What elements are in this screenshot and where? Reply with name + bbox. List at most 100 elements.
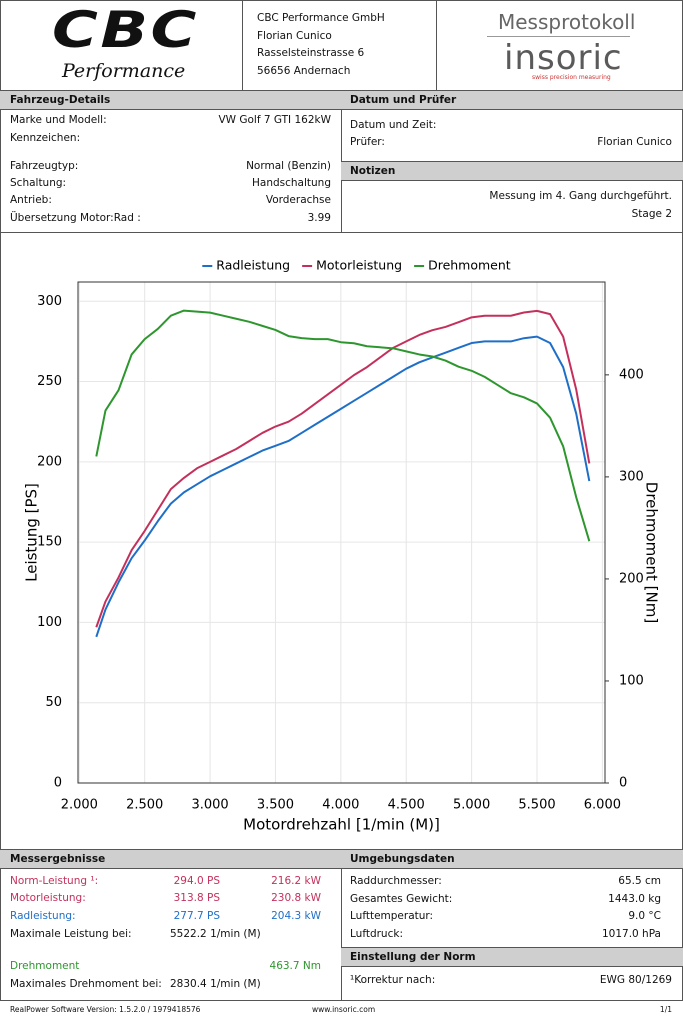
result-label: Drehmoment (10, 960, 80, 972)
field-value: 1017.0 hPa (601, 928, 661, 941)
y2-tick-label: 200 (619, 571, 644, 586)
field-label: Übersetzung Motor:Rad : (10, 212, 141, 224)
field-value: VW Golf 7 GTI 162kW (218, 114, 331, 126)
section-bar (0, 849, 341, 869)
result-value: 230.8 kW (271, 892, 321, 904)
field-value: 1443.0 kg (608, 892, 661, 905)
section-bar (341, 90, 683, 110)
y2-axis-title: Drehmoment [Nm] (643, 482, 661, 623)
x-tick-label: 5.000 (453, 798, 490, 813)
result-value: 204.3 kW (271, 910, 321, 922)
rule (0, 0, 683, 1)
field-value: Florian Cunico (597, 136, 672, 148)
field-value: Handschaltung (252, 177, 331, 189)
y-tick-label: 0 (54, 776, 62, 791)
series-line (95, 335, 591, 638)
field-label: Kennzeichen: (10, 132, 81, 144)
brand: insoric (504, 38, 623, 78)
x-tick-label: 3.500 (257, 798, 294, 813)
y2-tick-label: 400 (619, 367, 644, 382)
field-label: Schaltung: (10, 177, 67, 189)
section-bar (341, 161, 683, 181)
field-label: Prüfer: (350, 136, 385, 148)
result-value: 2830.4 1/min (M) (170, 978, 261, 990)
series-line (95, 309, 591, 542)
field-value: Normal (Benzin) (246, 160, 331, 172)
y-tick-label: 150 (37, 535, 62, 550)
x-tick-label: 3.000 (191, 798, 228, 813)
y-tick-label: 100 (37, 615, 62, 630)
legend-label: Drehmoment (428, 258, 511, 273)
rule (0, 0, 1, 1000)
result-value: 294.0 PS (173, 875, 220, 887)
rule (436, 0, 437, 90)
address-line: Florian Cunico (257, 29, 332, 42)
result-value: 216.2 kW (271, 875, 321, 887)
plot-frame (77, 281, 606, 784)
field-value: EWG 80/1269 (599, 974, 672, 986)
field-label: Gesamtes Gewicht: (350, 892, 453, 905)
logo-sub: Performance (62, 60, 186, 82)
x-axis-title: Motordrehzahl [1/min (M)] (243, 816, 440, 834)
section-title: Einstellung der Norm (350, 951, 476, 963)
field-value: Vorderachse (265, 194, 331, 206)
section-title: Messergebnisse (10, 853, 106, 865)
field-value: 65.5 cm (618, 875, 661, 887)
field-value: 9.0 °C (628, 910, 661, 923)
field-label: ¹Korrektur nach: (350, 974, 436, 986)
result-value: 5522.2 1/min (M) (170, 928, 261, 940)
logo-main: CBC (52, 1, 199, 59)
rule (0, 1000, 683, 1001)
y2-tick-label: 100 (619, 673, 644, 688)
x-tick-label: 4.000 (322, 798, 359, 813)
rule (0, 232, 683, 233)
section-bar (0, 90, 341, 110)
result-value: 463.7 Nm (269, 960, 321, 972)
y-tick-label: 200 (37, 454, 62, 469)
x-tick-label: 6.000 (584, 798, 621, 813)
result-value: 313.8 PS (173, 892, 220, 904)
y2-tick-label: 300 (619, 469, 644, 484)
rule (487, 36, 630, 37)
brand-tagline: swiss precision measuring (532, 74, 611, 81)
field-label: Lufttemperatur: (350, 910, 434, 923)
x-tick-label: 2.000 (61, 798, 98, 813)
footer-version: RealPower Software Version: 1.5.2.0 / 19… (10, 1005, 201, 1014)
y-tick-label: 250 (37, 374, 62, 389)
result-label: Motorleistung: (10, 892, 86, 904)
x-tick-label: 4.500 (388, 798, 425, 813)
section-title: Fahrzeug-Details (10, 94, 111, 106)
y-tick-label: 300 (37, 294, 62, 309)
result-label: Maximale Leistung bei: (10, 928, 132, 940)
result-value: 277.7 PS (173, 910, 220, 922)
field-label: Datum und Zeit: (350, 119, 437, 131)
address-line: 56656 Andernach (257, 65, 351, 78)
section-title: Datum und Prüfer (350, 94, 457, 106)
chart: 0 50 100 150 200 250 300 2.000 2.500 3.000 3.500 4.… (23, 258, 661, 834)
legend-label: Radleistung (216, 258, 290, 273)
footer-url: www.insoric.com (312, 1005, 376, 1014)
section-bar (341, 947, 683, 967)
address-line: Rasselsteinstrasse 6 (257, 47, 365, 60)
field-label: Marke und Modell: (10, 114, 107, 126)
result-label: Radleistung: (10, 910, 76, 922)
section-title: Notizen (350, 165, 396, 177)
rule (341, 849, 342, 1000)
y2-tick-label: 0 (619, 776, 627, 791)
footer-page: 1/1 (659, 1005, 672, 1014)
x-tick-label: 5.500 (518, 798, 555, 813)
result-label: Maximales Drehmoment bei: (10, 978, 162, 990)
note-line: Messung im 4. Gang durchgeführt. (489, 190, 672, 202)
rule (242, 0, 243, 90)
protocol-title: Messprotokoll (498, 10, 636, 34)
section-title: Umgebungsdaten (350, 853, 455, 865)
address-line: CBC Performance GmbH (257, 12, 385, 24)
note-line: Stage 2 (631, 208, 672, 220)
y-tick-label: 50 (45, 695, 62, 710)
y-axis-title: Leistung [PS] (23, 483, 41, 582)
series-line (95, 309, 591, 628)
field-label: Antrieb: (10, 194, 52, 206)
field-value: 3.99 (307, 212, 331, 224)
field-label: Fahrzeugtyp: (10, 160, 79, 172)
